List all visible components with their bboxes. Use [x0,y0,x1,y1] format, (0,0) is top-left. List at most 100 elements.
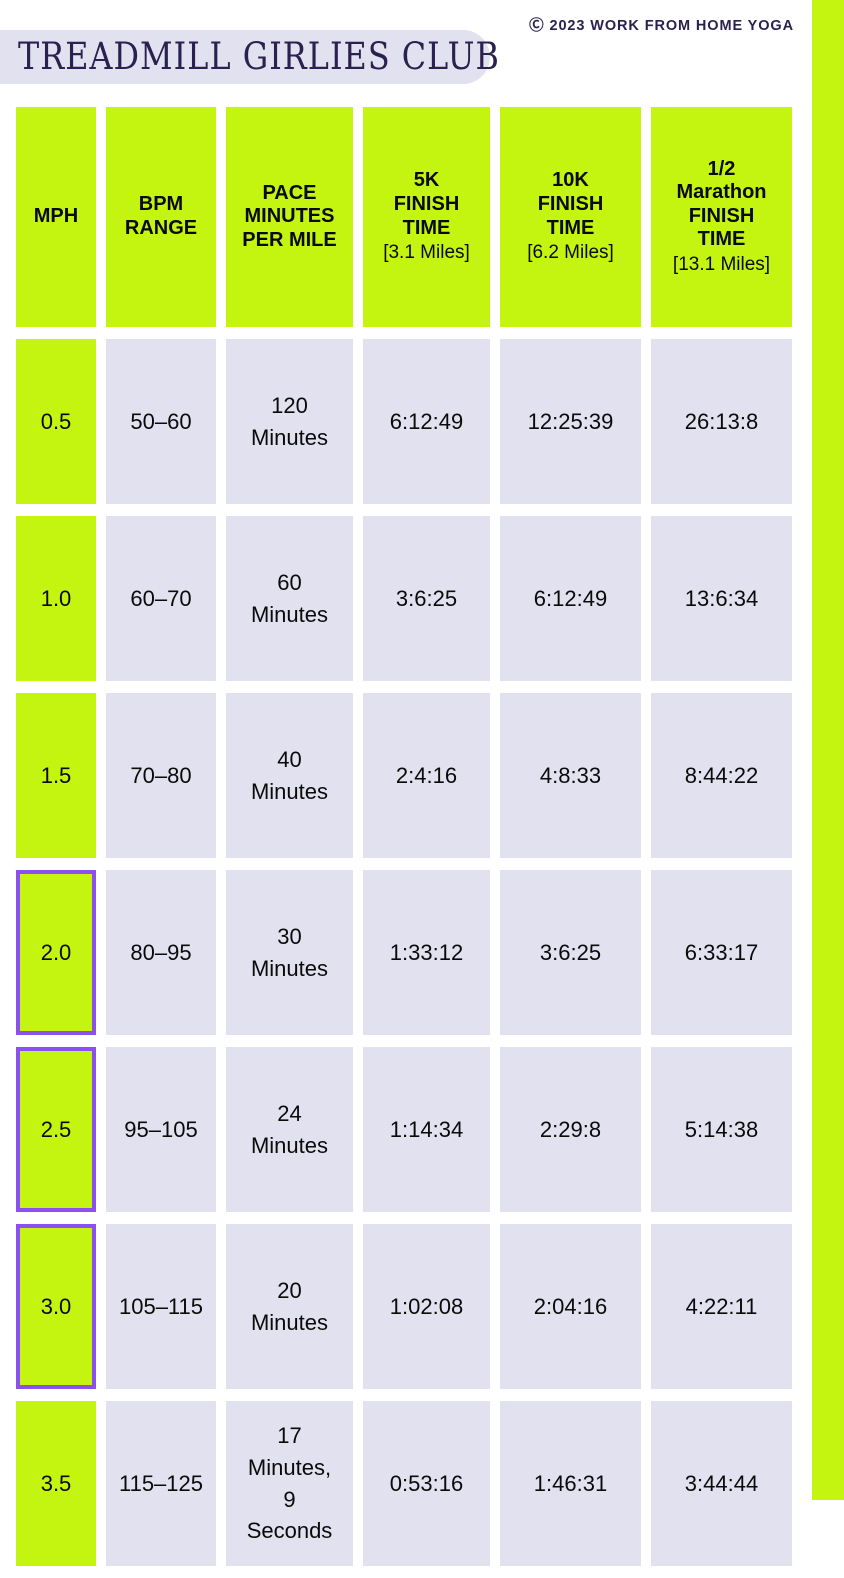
cell-10k: 3:6:25 [500,870,641,1035]
column-header-label: 10K FINISH TIME [537,169,604,239]
column-header-10k: 10K FINISH TIME [6.2 Miles] [500,107,641,327]
cell-value: 50–60 [130,408,192,434]
column-header-half: 1/2 Marathon FINISH TIME [13.1 Miles] [651,107,792,327]
cell-bpm: 105–115 [106,1224,216,1389]
table-row: 2.0 80–95 30 Minutes 1:33:12 3:6:25 6:33:17 [0,870,812,1035]
column-header-bpm: BPM RANGE [106,107,216,327]
treadmill-pace-table: MPH BPM RANGE PACE MINUTES PER MILE 5K FINI… [0,107,812,1578]
cell-value: 1:14:34 [389,1116,464,1142]
cell-value: 4:22:11 [685,1293,758,1319]
cell-half: 5:14:38 [651,1047,792,1212]
right-accent-strip [812,0,844,1500]
cell-value: 3:44:44 [684,1470,759,1496]
column-header-sublabel: [13.1 Miles] [672,253,771,275]
column-header-pace: PACE MINUTES PER MILE [226,107,353,327]
mph-cell-highlighted: 3.0 [16,1224,96,1389]
cell-half: 6:33:17 [651,870,792,1035]
column-header-label: BPM RANGE [124,193,198,239]
cell-value: 8:44:22 [684,762,759,788]
cell-value: 105–115 [118,1293,203,1319]
cell-value: 3:6:25 [539,939,602,965]
cell-10k: 1:46:31 [500,1401,641,1566]
cell-value: 60–70 [130,585,192,611]
cell-value: 60 Minutes [250,569,329,627]
column-header-sublabel: [6.2 Miles] [527,242,614,264]
mph-cell-highlighted: 2.0 [16,870,96,1035]
cell-value: 5:14:38 [684,1116,759,1142]
column-header-label: 5K FINISH TIME [393,169,460,239]
column-header-label: MPH [33,205,79,228]
table-row: 1.0 60–70 60 Minutes 3:6:25 6:12:49 13:6:34 [0,516,812,681]
title-pill-background [0,30,490,84]
cell-value: 0.5 [40,408,72,434]
mph-cell: 1.5 [16,693,96,858]
cell-half: 13:6:34 [651,516,792,681]
cell-pace: 17 Minutes, 9 Seconds [226,1401,353,1566]
cell-bpm: 95–105 [106,1047,216,1212]
cell-value: 1:02:08 [389,1293,464,1319]
cell-value: 1.0 [40,585,72,611]
cell-value: 2.0 [40,939,72,965]
cell-value: 17 Minutes, 9 Seconds [246,1422,333,1544]
table-row: 3.0 105–115 20 Minutes 1:02:08 2:04:16 4:22:1… [0,1224,812,1389]
mph-cell: 3.5 [16,1401,96,1566]
cell-5k: 1:02:08 [363,1224,490,1389]
cell-10k: 4:8:33 [500,693,641,858]
column-header-sublabel: [3.1 Miles] [383,242,470,264]
cell-value: 6:12:49 [389,408,464,434]
mph-cell: 0.5 [16,339,96,504]
cell-value: 3.5 [40,1470,72,1496]
cell-value: 20 Minutes [250,1277,329,1335]
page-header: TREADMILL GIRLIES CLUB Ⓒ 2023 WORK FROM … [0,0,812,100]
cell-bpm: 60–70 [106,516,216,681]
table-header-row: MPH BPM RANGE PACE MINUTES PER MILE 5K FINI… [0,107,812,327]
cell-value: 0:53:16 [389,1470,464,1496]
cell-value: 4:8:33 [539,762,602,788]
cell-value: 12:25:39 [527,408,614,434]
cell-value: 80–95 [130,939,192,965]
column-header-label: PACE MINUTES PER MILE [242,181,337,251]
cell-5k: 3:6:25 [363,516,490,681]
cell-5k: 1:14:34 [363,1047,490,1212]
cell-value: 26:13:8 [684,408,759,434]
cell-half: 4:22:11 [651,1224,792,1389]
mph-cell: 1.0 [16,516,96,681]
cell-value: 1:33:12 [389,939,464,965]
cell-bpm: 115–125 [106,1401,216,1566]
cell-value: 2:29:8 [539,1116,602,1142]
cell-value: 95–105 [124,1116,198,1142]
table-row: 3.5 115–125 17 Minutes, 9 Seconds 0:53:16 1:… [0,1401,812,1566]
cell-5k: 2:4:16 [363,693,490,858]
table-row: 1.5 70–80 40 Minutes 2:4:16 4:8:33 8:44:22 [0,693,812,858]
cell-10k: 2:04:16 [500,1224,641,1389]
cell-pace: 60 Minutes [226,516,353,681]
cell-value: 2.5 [40,1116,72,1142]
cell-half: 26:13:8 [651,339,792,504]
cell-value: 6:33:17 [684,939,759,965]
cell-value: 3.0 [40,1293,72,1319]
column-header-5k: 5K FINISH TIME [3.1 Miles] [363,107,490,327]
cell-value: 1.5 [40,762,72,788]
cell-value: 2:04:16 [533,1293,608,1319]
cell-value: 1:46:31 [533,1470,608,1496]
column-header-mph: MPH [16,107,96,327]
cell-bpm: 80–95 [106,870,216,1035]
cell-value: 6:12:49 [533,585,608,611]
cell-pace: 30 Minutes [226,870,353,1035]
page-title: TREADMILL GIRLIES CLUB [18,35,500,78]
copyright-notice: Ⓒ 2023 WORK FROM HOME YOGA [529,18,794,34]
cell-5k: 6:12:49 [363,339,490,504]
table-row: 2.5 95–105 24 Minutes 1:14:34 2:29:8 5:14:38 [0,1047,812,1212]
cell-10k: 6:12:49 [500,516,641,681]
cell-value: 13:6:34 [684,585,759,611]
cell-value: 30 Minutes [250,923,329,981]
cell-pace: 24 Minutes [226,1047,353,1212]
cell-pace: 20 Minutes [226,1224,353,1389]
cell-10k: 12:25:39 [500,339,641,504]
cell-value: 24 Minutes [250,1100,329,1158]
cell-value: 40 Minutes [250,746,329,804]
cell-pace: 40 Minutes [226,693,353,858]
column-header-label: 1/2 Marathon FINISH TIME [676,157,767,251]
cell-half: 8:44:22 [651,693,792,858]
mph-cell-highlighted: 2.5 [16,1047,96,1212]
